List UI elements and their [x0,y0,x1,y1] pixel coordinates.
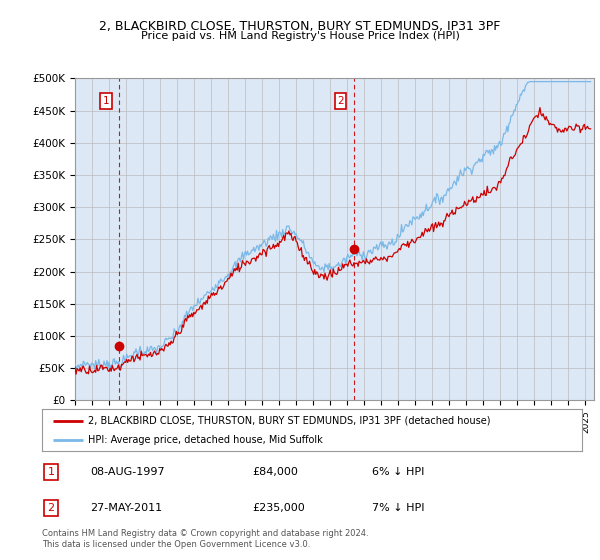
Text: 2, BLACKBIRD CLOSE, THURSTON, BURY ST EDMUNDS, IP31 3PF (detached house): 2, BLACKBIRD CLOSE, THURSTON, BURY ST ED… [88,416,490,426]
Text: Price paid vs. HM Land Registry's House Price Index (HPI): Price paid vs. HM Land Registry's House … [140,31,460,41]
Text: 2, BLACKBIRD CLOSE, THURSTON, BURY ST EDMUNDS, IP31 3PF: 2, BLACKBIRD CLOSE, THURSTON, BURY ST ED… [100,20,500,32]
Text: 1: 1 [103,96,109,106]
Text: £235,000: £235,000 [252,503,305,513]
Text: 2: 2 [337,96,344,106]
Text: 27-MAY-2011: 27-MAY-2011 [90,503,162,513]
Text: HPI: Average price, detached house, Mid Suffolk: HPI: Average price, detached house, Mid … [88,435,323,445]
Text: 08-AUG-1997: 08-AUG-1997 [90,467,164,477]
Text: 6% ↓ HPI: 6% ↓ HPI [372,467,424,477]
Text: 7% ↓ HPI: 7% ↓ HPI [372,503,425,513]
Text: 2: 2 [47,503,55,513]
Text: Contains HM Land Registry data © Crown copyright and database right 2024.
This d: Contains HM Land Registry data © Crown c… [42,529,368,549]
Text: £84,000: £84,000 [252,467,298,477]
Text: 1: 1 [47,467,55,477]
